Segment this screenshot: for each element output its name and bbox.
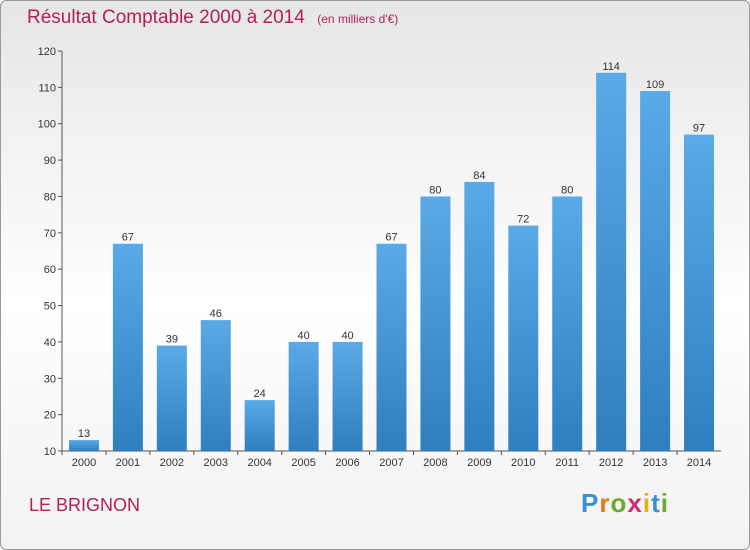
y-tick-label: 110 bbox=[38, 82, 56, 94]
y-tick-label: 30 bbox=[44, 373, 56, 385]
logo-letter: P bbox=[581, 488, 600, 518]
x-tick-label: 2001 bbox=[116, 457, 140, 469]
chart-title: Résultat Comptable 2000 à 2014 (en milli… bbox=[27, 7, 398, 29]
y-tick-label: 90 bbox=[44, 155, 56, 167]
x-tick-label: 2007 bbox=[379, 457, 403, 469]
x-tick-label: 2004 bbox=[247, 457, 271, 469]
bar bbox=[68, 440, 99, 451]
title-text: Résultat Comptable 2000 à 2014 bbox=[27, 7, 305, 28]
bar bbox=[420, 196, 451, 451]
data-label: 80 bbox=[561, 184, 573, 196]
data-label: 40 bbox=[298, 330, 310, 342]
data-label: 39 bbox=[166, 334, 178, 346]
bar bbox=[200, 320, 231, 451]
data-label: 84 bbox=[473, 170, 485, 182]
data-label: 46 bbox=[210, 308, 222, 320]
bar bbox=[288, 341, 319, 451]
data-label: 72 bbox=[517, 214, 529, 226]
logo-letter: i bbox=[660, 488, 669, 518]
x-tick-label: 2006 bbox=[335, 457, 359, 469]
x-tick-label: 2014 bbox=[687, 457, 711, 469]
bar bbox=[552, 196, 583, 451]
x-tick-label: 2005 bbox=[291, 457, 315, 469]
bar bbox=[684, 134, 715, 452]
x-tick-label: 2008 bbox=[423, 457, 447, 469]
y-tick-label: 10 bbox=[44, 446, 56, 458]
x-tick-label: 2000 bbox=[72, 457, 96, 469]
y-tick-label: 70 bbox=[44, 228, 56, 240]
y-tick-label: 120 bbox=[38, 46, 56, 58]
y-tick-label: 40 bbox=[44, 337, 56, 349]
data-label: 13 bbox=[78, 428, 90, 440]
logo-letter: i bbox=[642, 488, 652, 518]
bar bbox=[640, 91, 671, 451]
data-label: 97 bbox=[693, 123, 705, 135]
proxiti-logo: Proxiti bbox=[581, 488, 669, 519]
data-label: 40 bbox=[341, 330, 353, 342]
x-tick-label: 2009 bbox=[467, 457, 491, 469]
bar bbox=[508, 225, 539, 451]
x-tick-label: 2012 bbox=[599, 457, 623, 469]
data-label: 80 bbox=[429, 184, 441, 196]
bar bbox=[156, 345, 187, 451]
bar bbox=[244, 400, 275, 451]
x-tick-label: 2010 bbox=[511, 457, 535, 469]
logo-letter: o bbox=[610, 488, 628, 518]
x-tick-label: 2011 bbox=[555, 457, 579, 469]
bar bbox=[464, 181, 495, 451]
unit-text: (en milliers d'€) bbox=[317, 12, 399, 26]
x-tick-label: 2013 bbox=[643, 457, 667, 469]
bar bbox=[596, 72, 627, 452]
x-tick-label: 2003 bbox=[204, 457, 228, 469]
logo-letter: x bbox=[627, 488, 643, 518]
bar bbox=[376, 243, 407, 451]
data-label: 67 bbox=[385, 232, 397, 244]
bar bbox=[332, 341, 363, 451]
bar bbox=[112, 243, 143, 451]
data-label: 114 bbox=[602, 61, 620, 73]
y-tick-label: 50 bbox=[44, 301, 56, 313]
logo-letter: r bbox=[599, 488, 611, 518]
data-label: 67 bbox=[122, 232, 134, 244]
x-tick-label: 2002 bbox=[160, 457, 184, 469]
data-label: 109 bbox=[646, 79, 664, 91]
y-tick-label: 100 bbox=[38, 119, 56, 131]
logo-letter: t bbox=[651, 488, 661, 518]
y-tick-label: 60 bbox=[44, 264, 56, 276]
data-label: 24 bbox=[254, 388, 266, 400]
town-name: LE BRIGNON bbox=[29, 495, 141, 515]
y-tick-label: 20 bbox=[44, 410, 56, 422]
y-tick-label: 80 bbox=[44, 191, 56, 203]
